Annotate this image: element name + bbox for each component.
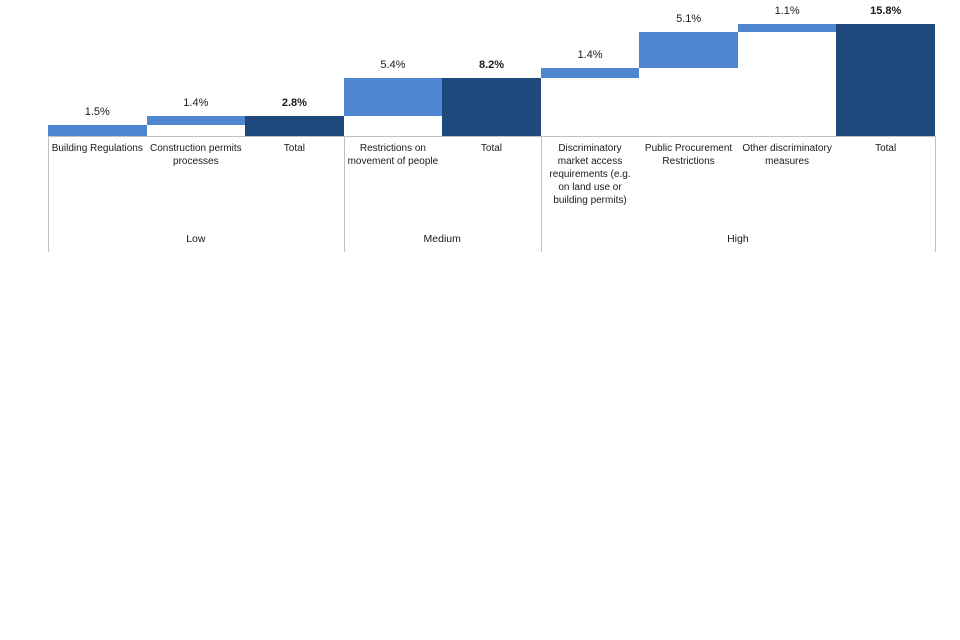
bar-value-label: 15.8% (870, 4, 902, 17)
bar-value-label: 1.4% (183, 97, 209, 110)
group-label: High (727, 233, 749, 245)
group-divider-line (343, 136, 345, 252)
bar-value-label: 8.2% (478, 58, 505, 71)
category-label: Discriminatory market access requirement… (549, 143, 631, 206)
category-axis: Building Regulations Construction permits… (48, 142, 935, 207)
bar-value-label: 1.5% (84, 106, 110, 119)
category-label: Restrictions on movement of people (347, 143, 439, 167)
waterfall-bar (146, 116, 246, 126)
waterfall-bar (836, 23, 935, 136)
bar-value-label: 5.1% (676, 12, 702, 25)
waterfall-bar (48, 125, 147, 136)
bar-value-label: 2.8% (281, 97, 307, 110)
group-divider-line (540, 136, 542, 252)
waterfall-bar (442, 77, 541, 136)
x-axis-line (48, 136, 935, 137)
category-label: Building Regulations (51, 143, 143, 154)
waterfall-bar (540, 67, 640, 78)
waterfall-bar (245, 116, 344, 136)
plot-area: 1.5% 1.4% 2.8% 5.4% 8.2% 1.4% 5.1% 1.1% 15.8% (48, 5, 935, 136)
bar-value-label: 1.4% (577, 48, 603, 61)
group-label: Medium (423, 233, 461, 245)
chart-area: 1.5% 1.4% 2.8% 5.4% 8.2% 1.4% 5.1% 1.1% 15.8% Bu… (48, 0, 936, 256)
group-label: Low (186, 233, 206, 245)
group-divider-line (48, 136, 49, 252)
category-label: Total (283, 143, 305, 154)
category-label: Other discriminatory measures (742, 143, 832, 167)
bar-value-label: 1.1% (774, 4, 800, 17)
waterfall-bar (639, 31, 738, 68)
category-label: Construction permits processes (149, 143, 242, 167)
category-label: Total (480, 143, 503, 154)
category-label: Public Procurement Restrictions (644, 143, 733, 167)
waterfall-bar (737, 23, 837, 32)
bar-value-label: 5.4% (380, 58, 406, 71)
waterfall-bar (343, 77, 443, 117)
category-label: Total (875, 143, 897, 154)
group-divider-line (935, 136, 936, 252)
